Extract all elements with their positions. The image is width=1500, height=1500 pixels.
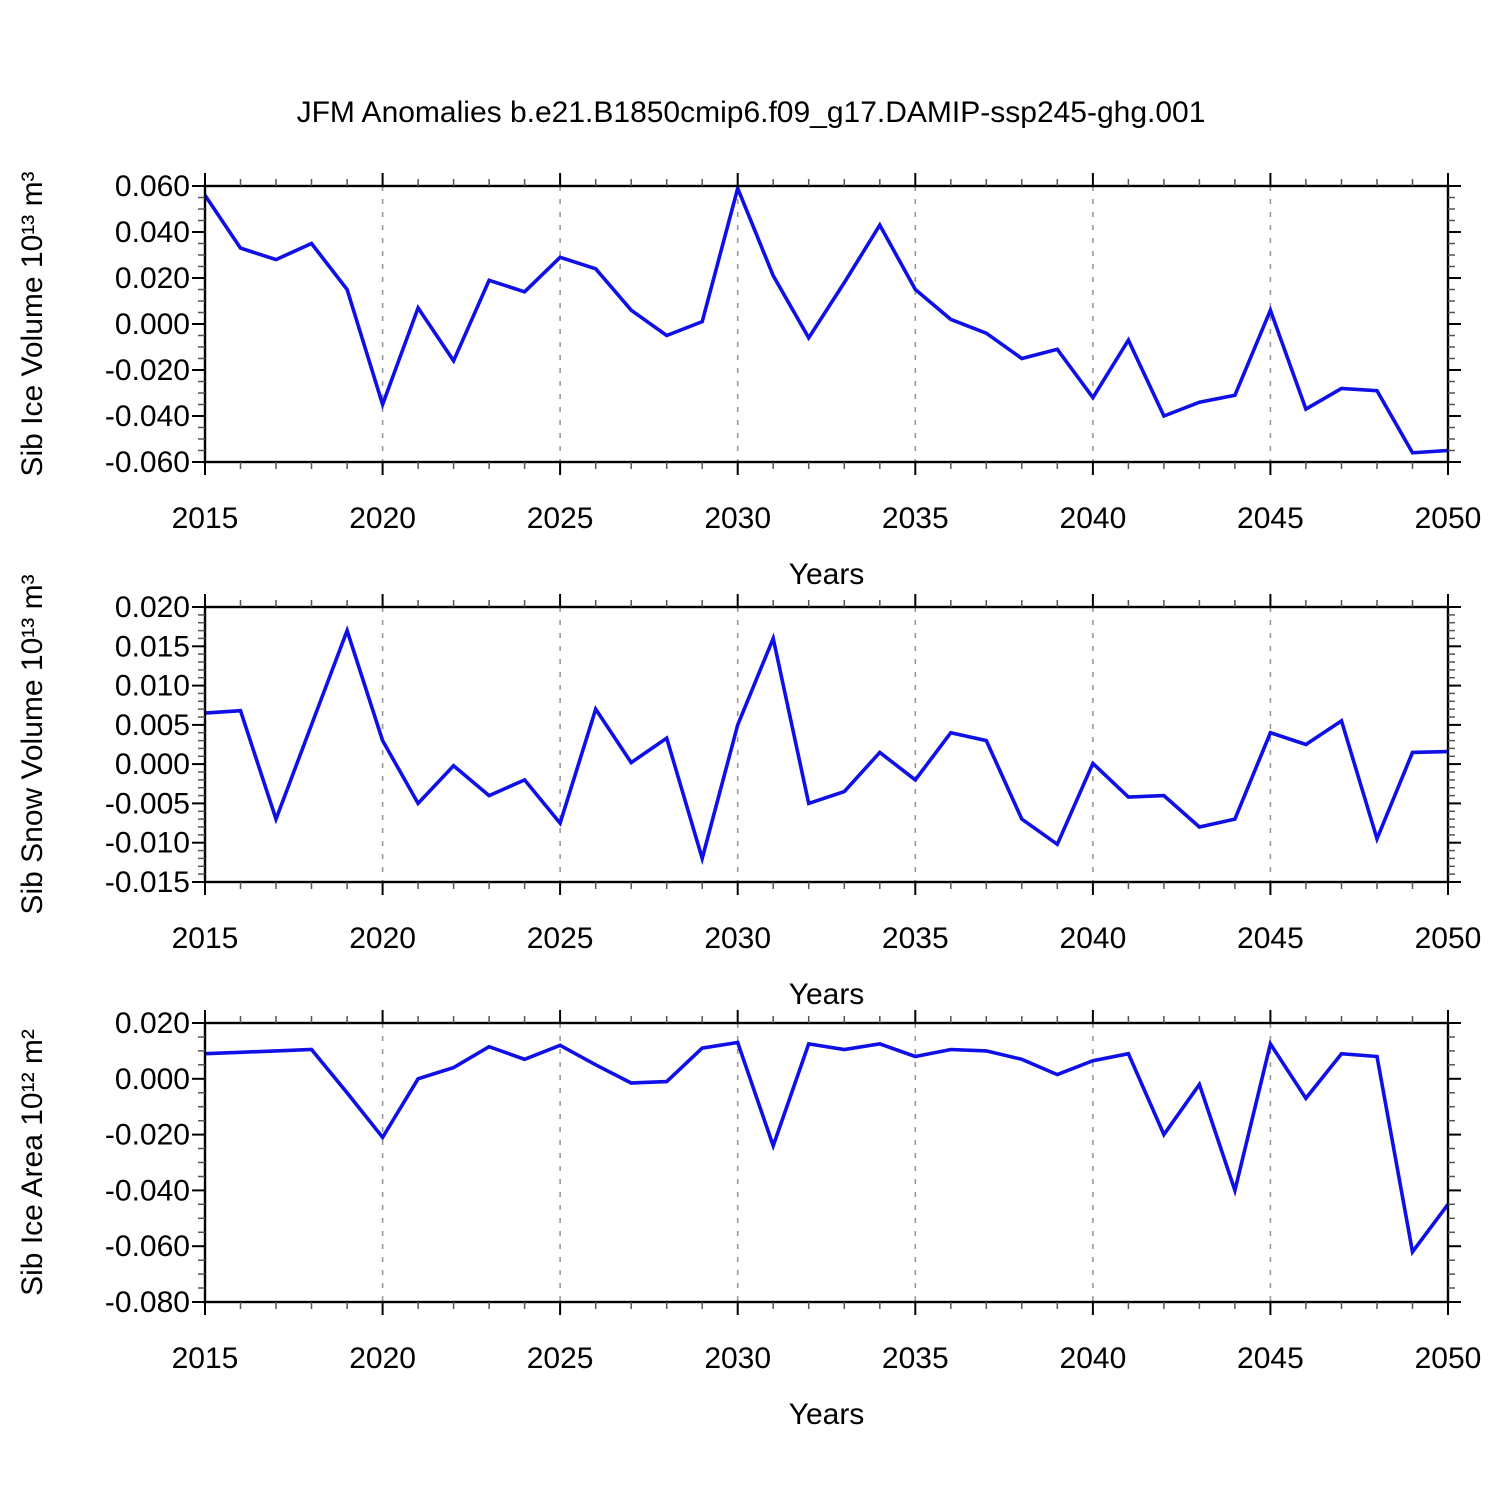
sib-ice-area-xtick-label: 2030 xyxy=(704,1342,771,1375)
sib-snow-volume-frame xyxy=(203,605,1450,884)
sib-ice-area-xtick-label: 2040 xyxy=(1060,1342,1127,1375)
sib-ice-volume-ytick-label: -0.020 xyxy=(105,354,190,387)
sib-snow-volume-line xyxy=(204,625,1449,866)
sib-ice-area-ytick-label: -0.040 xyxy=(105,1174,190,1207)
sib-ice-area-xtick-label: 2050 xyxy=(1415,1342,1482,1375)
sib-ice-volume-xtick-label: 2015 xyxy=(172,502,239,535)
sib-ice-volume-ytick-label: 0.040 xyxy=(115,216,190,249)
sib-ice-volume-ytick-label: -0.040 xyxy=(105,400,190,433)
sib-ice-area-frame xyxy=(203,1021,1450,1304)
sib-ice-area-yaxis-title: Sib Ice Area 10¹² m² xyxy=(16,1029,49,1296)
sib-ice-volume-xaxis-title: Years xyxy=(789,558,865,591)
sib-ice-area-xtick-label: 2035 xyxy=(882,1342,949,1375)
sib-snow-volume-ytick-label: -0.010 xyxy=(105,827,190,860)
sib-snow-volume-ytick-label: -0.005 xyxy=(105,787,190,820)
sib-snow-volume-xtick-label: 2035 xyxy=(882,922,949,955)
sib-ice-volume-frame xyxy=(203,184,1450,464)
sib-snow-volume-ytick-label: 0.010 xyxy=(115,670,190,703)
sib-ice-volume-xtick-label: 2020 xyxy=(349,502,416,535)
sib-ice-volume-xtick-label: 2035 xyxy=(882,502,949,535)
sib-ice-volume-ytick-label: 0.060 xyxy=(115,170,190,203)
sib-snow-volume-xtick-label: 2050 xyxy=(1415,922,1482,955)
sib-ice-area-line xyxy=(204,1039,1450,1257)
sib-ice-area-xtick-label: 2015 xyxy=(172,1342,239,1375)
sib-snow-volume-xtick-label: 2015 xyxy=(172,922,239,955)
sib-snow-volume-xtick-label: 2020 xyxy=(349,922,416,955)
sib-snow-volume-ytick-label: -0.015 xyxy=(105,866,190,899)
sib-ice-area-ytick-label: 0.020 xyxy=(115,1007,190,1040)
sib-snow-volume-chart: 0.020 0.015 0.010 0.005 0.000 -0.005 -0.010 -0.… xyxy=(16,574,1481,1011)
sib-ice-volume-line xyxy=(203,182,1449,455)
sib-ice-area-xtick-label: 2025 xyxy=(527,1342,594,1375)
sib-ice-volume-xtick-label: 2045 xyxy=(1237,502,1304,535)
sib-ice-volume-ytick-label: 0.000 xyxy=(115,308,190,341)
sib-ice-volume-yaxis-title: Sib Ice Volume 10¹³ m³ xyxy=(16,171,49,476)
sib-snow-volume-ytick-label: 0.020 xyxy=(115,591,190,624)
sib-ice-volume-xtick-label: 2050 xyxy=(1415,502,1482,535)
sib-ice-volume-xtick-label: 2025 xyxy=(527,502,594,535)
sib-snow-volume-xaxis-title: Years xyxy=(789,978,865,1011)
sib-ice-area-chart: 0.020 0.000 -0.020 -0.040 -0.060 -0.080 2015 20… xyxy=(16,1007,1481,1431)
sib-snow-volume-xtick-label: 2045 xyxy=(1237,922,1304,955)
sib-ice-area-xtick-label: 2045 xyxy=(1237,1342,1304,1375)
sib-ice-area-ytick-label: 0.000 xyxy=(115,1063,190,1096)
sib-ice-area-ytick-label: -0.080 xyxy=(105,1286,190,1319)
sib-ice-volume-ytick-label: 0.020 xyxy=(115,262,190,295)
sib-snow-volume-xtick-label: 2040 xyxy=(1060,922,1127,955)
sib-snow-volume-xtick-label: 2025 xyxy=(527,922,594,955)
sib-ice-volume-xtick-label: 2040 xyxy=(1060,502,1127,535)
sib-snow-volume-xtick-label: 2030 xyxy=(704,922,771,955)
sib-snow-volume-ytick-label: 0.005 xyxy=(115,709,190,742)
sib-snow-volume-ytick-label: 0.015 xyxy=(115,630,190,663)
sib-snow-volume-yaxis-title: Sib Snow Volume 10¹³ m³ xyxy=(16,574,49,914)
plot-title: JFM Anomalies b.e21.B1850cmip6.f09_g17.D… xyxy=(296,96,1206,129)
sib-ice-volume-xtick-label: 2030 xyxy=(704,502,771,535)
sib-ice-area-ytick-label: -0.020 xyxy=(105,1119,190,1152)
sib-ice-area-xtick-label: 2020 xyxy=(349,1342,416,1375)
sib-snow-volume-ytick-label: 0.000 xyxy=(115,748,190,781)
sib-ice-volume-ytick-label: -0.060 xyxy=(105,446,190,479)
sib-ice-volume-chart: 0.060 0.040 0.020 0.000 -0.020 -0.040 -0.060 20… xyxy=(16,170,1481,591)
sib-ice-area-xaxis-title: Years xyxy=(789,1398,865,1431)
sib-ice-area-ytick-label: -0.060 xyxy=(105,1230,190,1263)
